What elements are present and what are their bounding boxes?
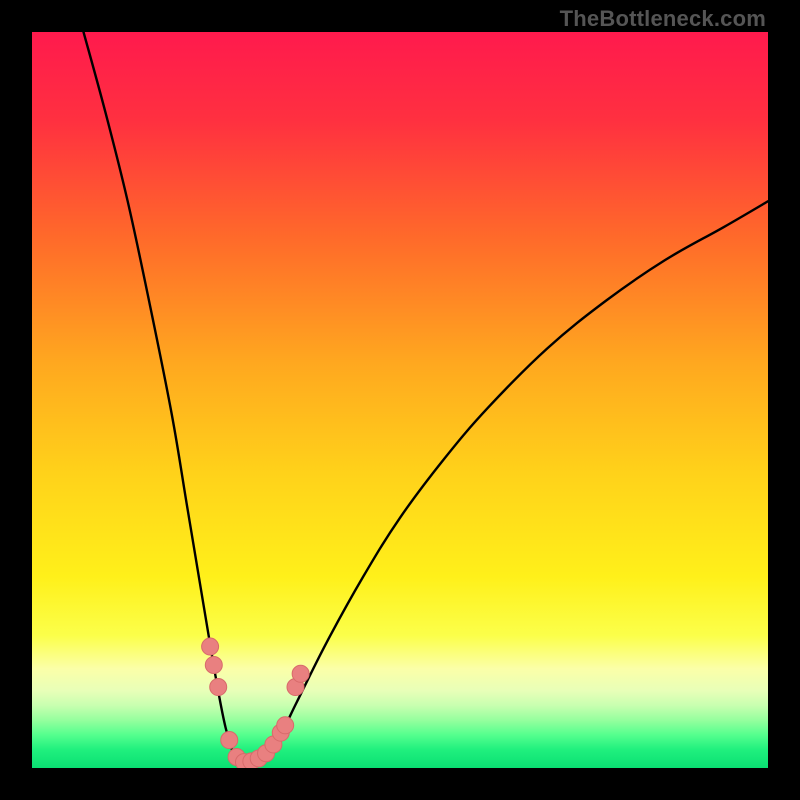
data-marker	[277, 717, 294, 734]
data-marker	[205, 656, 222, 673]
curve-left-branch	[84, 32, 239, 764]
data-markers	[202, 638, 310, 768]
data-marker	[202, 638, 219, 655]
curve-layer	[32, 32, 768, 768]
data-marker	[292, 665, 309, 682]
chart-frame: TheBottleneck.com	[0, 0, 800, 800]
bottleneck-curve	[84, 32, 768, 764]
data-marker	[210, 679, 227, 696]
data-marker	[221, 732, 238, 749]
watermark-text: TheBottleneck.com	[560, 6, 766, 32]
curve-right-branch	[238, 201, 768, 764]
plot-area	[32, 32, 768, 768]
